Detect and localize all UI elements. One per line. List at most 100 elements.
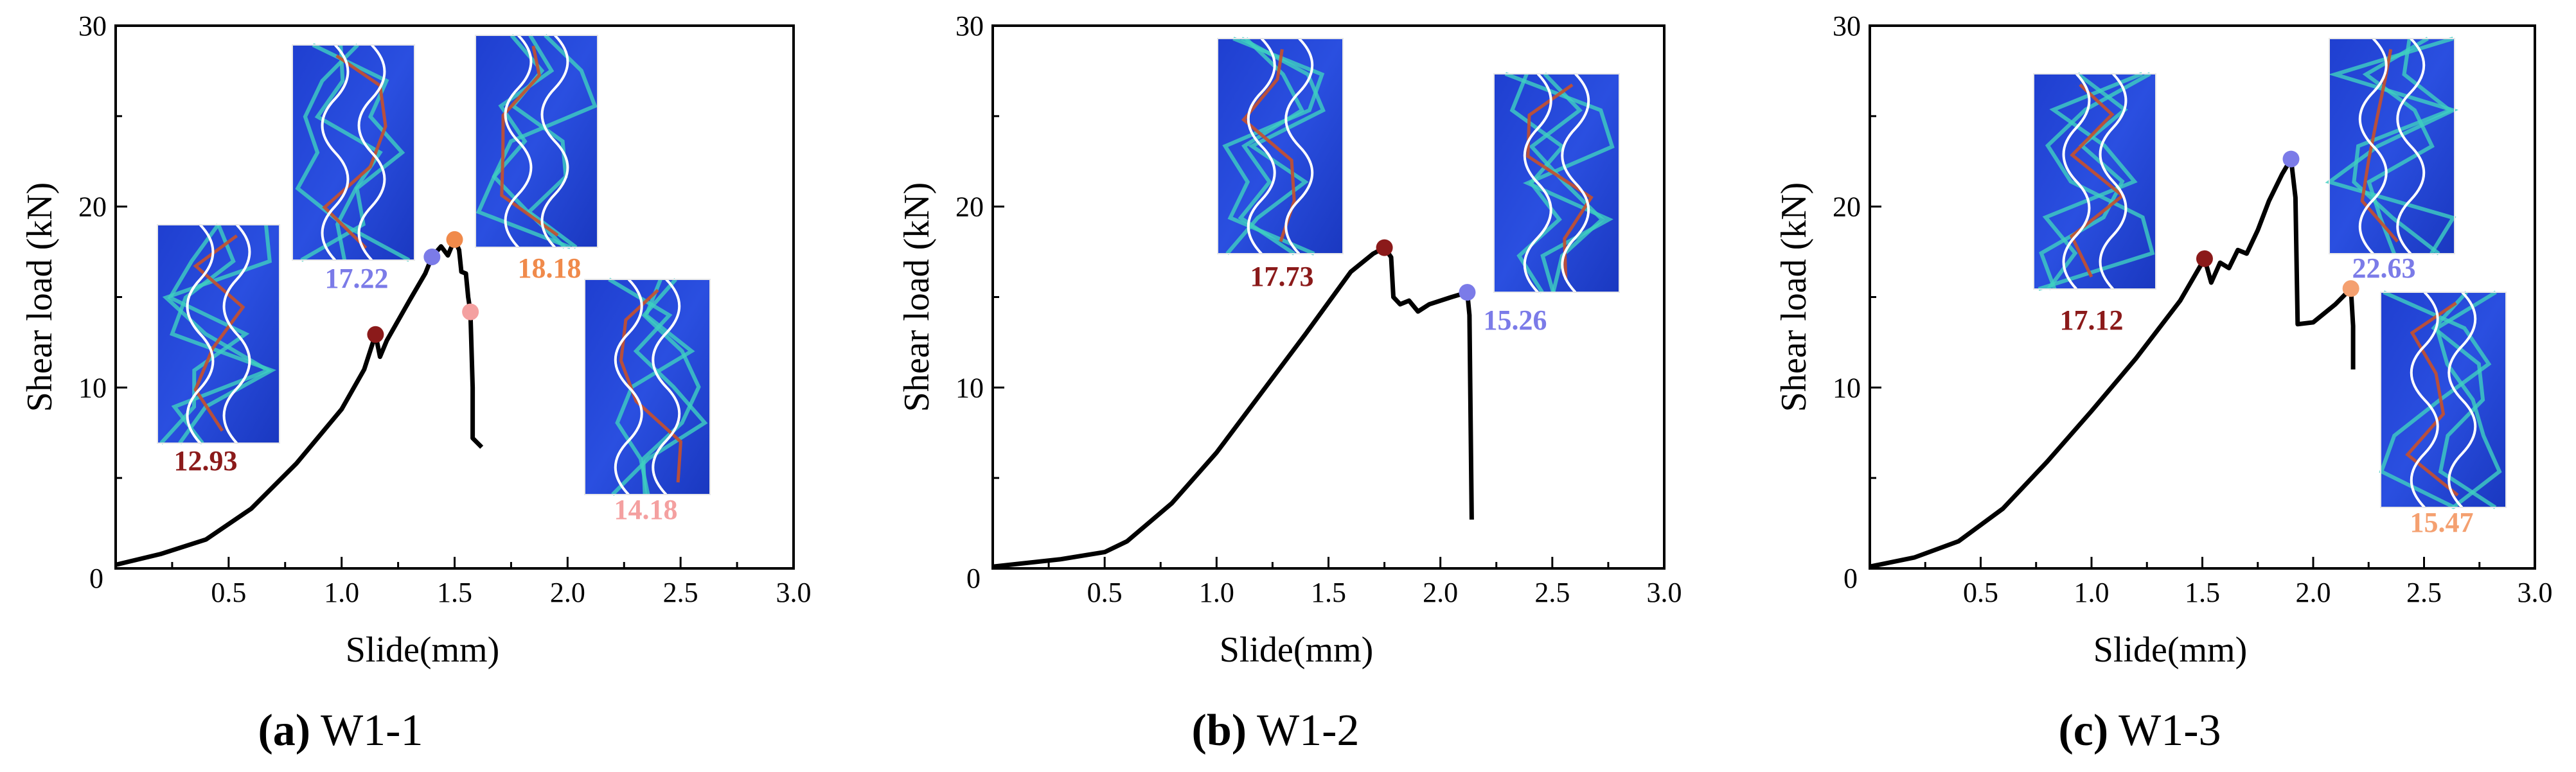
y-tick-label: 30: [1833, 10, 1861, 42]
x-axis-ticks: [991, 557, 1666, 568]
y-tick-label: 10: [78, 372, 107, 403]
marker-value-label: 22.63: [2352, 252, 2416, 284]
y-axis-ticks: [1870, 24, 1881, 570]
strain-band: [2325, 37, 2459, 255]
boundary-line: [1523, 73, 1552, 294]
y-tick-label: 10: [955, 372, 984, 403]
x-tick-label: 1.5: [437, 577, 472, 608]
y-tick-labels: 10 20 30: [1833, 10, 1861, 403]
x-tick-label: 0.5: [1087, 577, 1123, 608]
dic-image: [1217, 37, 1344, 256]
x-tick-label: 2.5: [663, 577, 698, 608]
x-tick-label: 0.5: [1963, 577, 1998, 608]
dic-image-border: [584, 279, 711, 495]
marker-value-label: 12.93: [174, 445, 238, 477]
y-tick-label: 20: [78, 191, 107, 223]
y-axis-title: Shear load (kN): [20, 182, 60, 412]
strain-band: [1238, 37, 1305, 256]
marker-value-labels: 17.73 15.26: [1250, 261, 1547, 336]
strain-band: [314, 44, 383, 261]
strain-band: [475, 34, 571, 249]
load-slide-curve: [115, 237, 484, 567]
x-tick-label: 2.0: [550, 577, 585, 608]
x-tick-label: 3.0: [776, 577, 812, 608]
dic-image: [1493, 72, 1620, 294]
boundary-line: [652, 278, 681, 496]
peak-markers: [1376, 239, 1476, 301]
x-tick-label: 1.0: [324, 577, 359, 608]
peak-marker: [423, 248, 441, 265]
dic-image-border: [157, 224, 280, 444]
dic-image-border: [1493, 73, 1620, 293]
strain-band: [2362, 37, 2435, 255]
panel-b: 10 20 30 0.5 1.0 1.5 2.0 2.5 3.0 0 Slide…: [897, 10, 1682, 755]
x-tick-label: 0.5: [211, 577, 246, 608]
strain-band: [162, 224, 272, 444]
marker-value-label: 17.12: [2060, 304, 2124, 336]
origin-label: 0: [89, 563, 103, 594]
boundary-line: [1284, 37, 1314, 255]
dic-image: [2379, 290, 2507, 509]
marker-value-label: 17.22: [325, 263, 389, 294]
dic-image-border: [1217, 38, 1344, 254]
panel-c: 10 20 30 0.5 1.0 1.5 2.0 2.5 3.0 0 Slide…: [1774, 10, 2553, 755]
peak-marker: [2282, 150, 2300, 168]
peak-marker: [462, 303, 479, 320]
y-tick-label: 30: [955, 10, 984, 42]
boundary-line: [1561, 73, 1590, 294]
x-axis-title: Slide(mm): [2093, 630, 2248, 670]
dic-image-background: [292, 45, 414, 260]
x-tick-label: 2.0: [1423, 577, 1458, 608]
peak-marker: [367, 326, 384, 343]
strain-band: [1504, 72, 1615, 293]
crack-band: [322, 54, 387, 249]
caption-letter: (b): [1192, 706, 1247, 755]
y-axis-title: Shear load (kN): [897, 182, 937, 412]
y-axis-ticks: [993, 24, 1004, 570]
dic-image-background: [475, 35, 598, 247]
load-slide-curve: [1869, 157, 2356, 569]
caption-name: W1-1: [321, 706, 423, 755]
marker-value-labels: 17.12 22.63 15.47: [2060, 252, 2474, 538]
y-tick-label: 20: [1833, 191, 1861, 223]
crack-band: [2069, 83, 2126, 278]
peak-marker: [1459, 284, 1476, 301]
marker-value-label: 15.26: [1484, 304, 1547, 336]
x-tick-label: 2.0: [2296, 577, 2331, 608]
dic-image-border: [2380, 292, 2507, 508]
strain-band: [2352, 38, 2454, 256]
dic-image: [2033, 72, 2156, 291]
x-tick-label: 1.0: [2074, 577, 2110, 608]
y-tick-label: 10: [1833, 372, 1861, 403]
boundary-line: [540, 34, 569, 249]
panel-caption: (c) W1-3: [2058, 706, 2221, 755]
x-tick-label: 3.0: [2518, 577, 2553, 608]
crack-band: [1526, 83, 1594, 280]
marker-value-label: 14.18: [614, 494, 678, 525]
crack-band: [2405, 301, 2459, 496]
peak-marker: [446, 231, 463, 248]
marker-value-label: 15.47: [2410, 507, 2474, 538]
panel-a: 10 20 30 0.5 1.0 1.5 2.0 2.5 3.0 0 Slide…: [20, 10, 812, 755]
boundary-line: [186, 224, 215, 444]
caption-name: W1-2: [1257, 706, 1359, 755]
caption-letter: (c): [2058, 706, 2108, 755]
strain-band: [1222, 37, 1325, 256]
origin-label: 0: [966, 563, 981, 594]
peak-marker: [2342, 280, 2359, 297]
y-axis-ticks: [116, 24, 127, 570]
strain-band: [300, 43, 405, 262]
peak-marker: [1376, 239, 1393, 256]
y-tick-labels: 10 20 30: [78, 10, 107, 403]
marker-value-labels: 12.93 17.22 18.18 14.18: [174, 252, 678, 525]
boundary-line: [2447, 291, 2477, 509]
y-axis-title: Shear load (kN): [1774, 182, 1814, 412]
panel-caption: (b) W1-2: [1192, 706, 1360, 755]
x-tick-label: 1.5: [1311, 577, 1346, 608]
dic-strain-images: [1217, 37, 1620, 294]
peak-marker: [2196, 250, 2213, 267]
marker-value-label: 18.18: [518, 252, 582, 284]
boundary-line: [504, 34, 533, 249]
strain-band: [1529, 72, 1605, 293]
dic-image: [292, 43, 415, 262]
